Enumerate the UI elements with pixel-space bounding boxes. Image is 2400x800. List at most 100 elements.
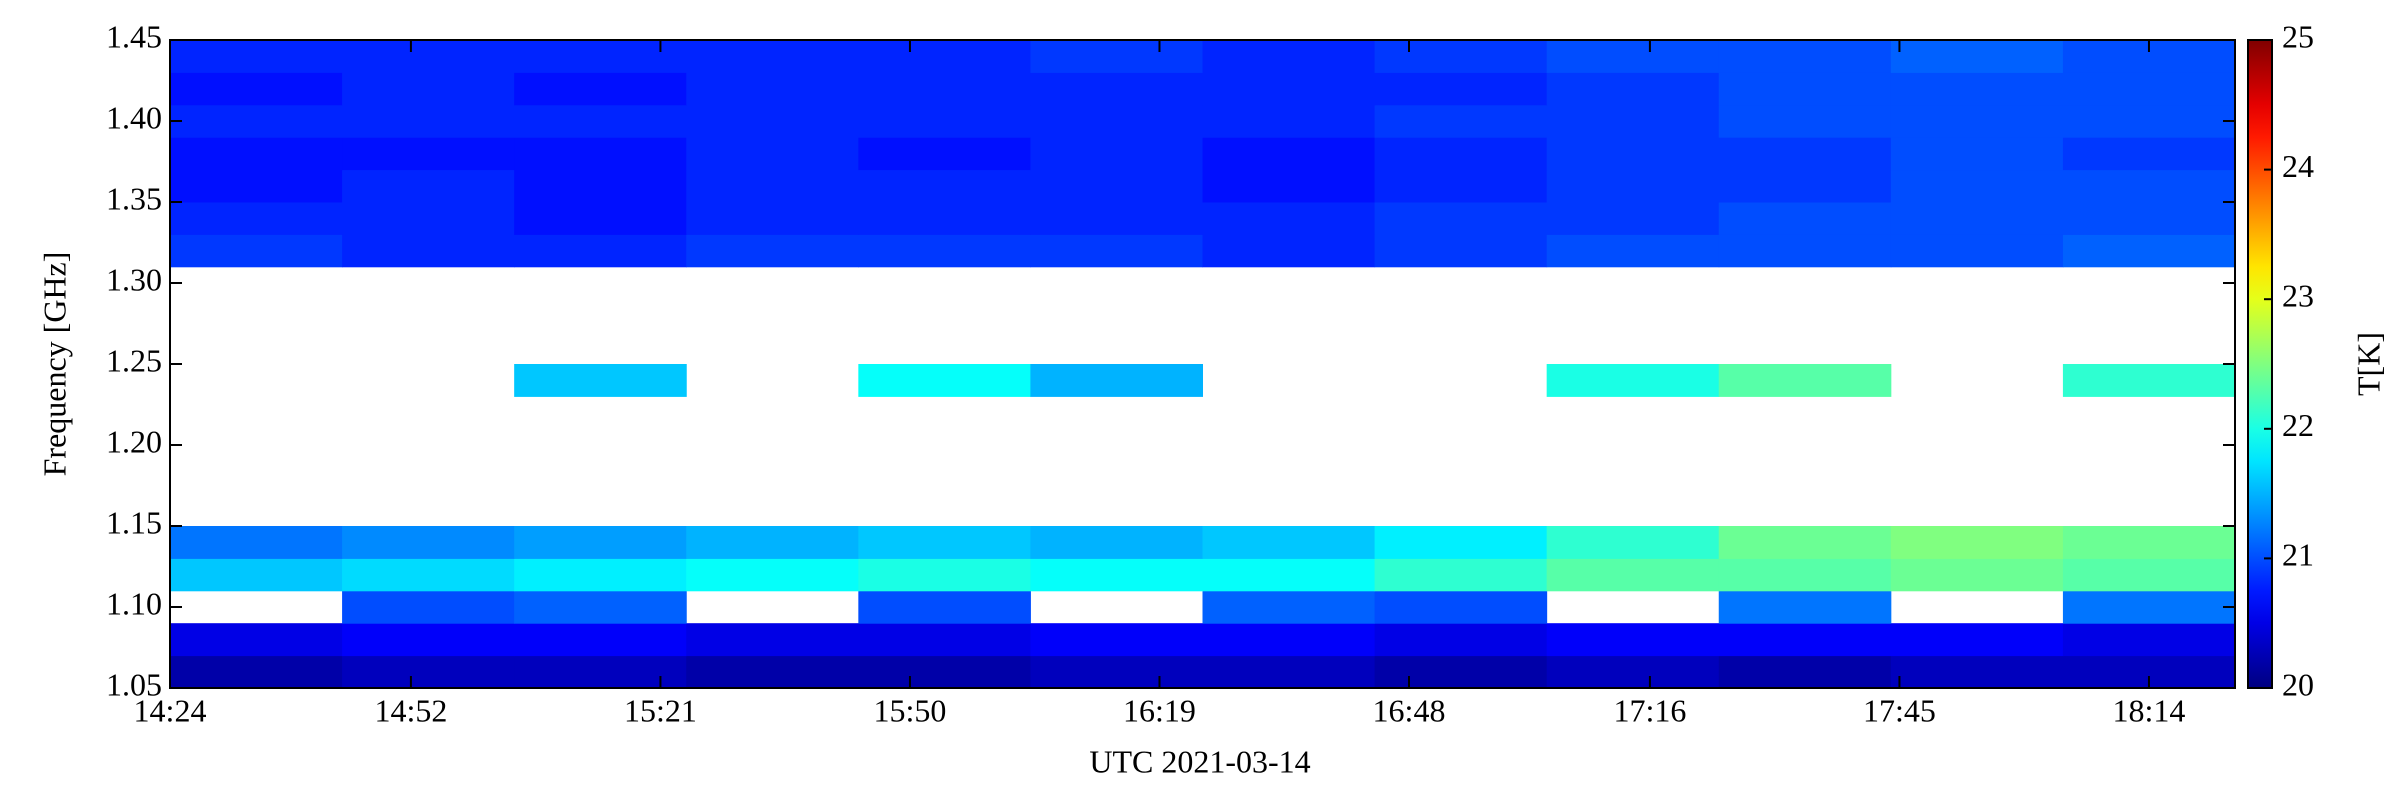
heatmap-cell [1374,202,1548,235]
y-tick-label: 1.45 [106,18,162,54]
heatmap-cell [342,104,515,138]
y-tick-label: 1.25 [106,342,162,378]
heatmap-cell [1718,526,1892,559]
heatmap-cell [686,169,859,203]
heatmap-cell [1030,40,1203,73]
heatmap-cell [1546,655,1720,689]
y-tick-label: 1.20 [106,423,162,459]
heatmap-cell [1546,234,1720,268]
heatmap-cell [514,169,687,203]
heatmap-cell [2062,526,2236,559]
y-tick-label: 1.15 [106,504,162,540]
heatmap-cell [1546,526,1720,559]
x-tick-label: 18:14 [2113,692,2186,728]
heatmap-cell [1890,234,2064,268]
heatmap-cell [342,526,515,559]
heatmap-cell [514,234,687,268]
heatmap-cell [2062,364,2236,397]
colorbar-label: T[K] [2350,332,2386,396]
heatmap-cell [1546,558,1720,592]
heatmap-cell [170,202,343,235]
colorbar-tick-label: 25 [2282,18,2314,54]
heatmap-cell [1374,590,1548,624]
heatmap-cell [686,526,859,559]
heatmap-cell [1030,655,1203,689]
heatmap-cell [514,623,687,657]
heatmap-cell [686,40,859,73]
heatmap-cell [858,655,1031,689]
heatmap-cell [342,72,515,106]
heatmap-cell [2062,234,2236,268]
heatmap-cell [686,104,859,138]
heatmap-cell [342,137,515,171]
heatmap-cell [2062,137,2236,171]
heatmap-cell [1374,137,1548,171]
heatmap-cell [1030,623,1203,657]
colorbar-tick-label: 24 [2282,148,2314,184]
heatmap-cell [1374,526,1548,559]
x-tick-label: 14:24 [134,692,207,728]
heatmap-cell [1374,40,1548,73]
heatmap-cell [1030,558,1203,592]
heatmap-cell [2062,72,2236,106]
colorbar [2247,39,2273,689]
heatmap-cell [858,234,1031,268]
heatmap-cell [1030,137,1203,171]
heatmap-cell [1202,590,1376,624]
heatmap-cell [170,558,343,592]
y-tick-label: 1.35 [106,180,162,216]
y-tick-label: 1.05 [106,666,162,702]
heatmap-cell [1202,234,1376,268]
heatmap-cell [342,169,515,203]
colorbar-tick-label: 20 [2282,666,2314,702]
heatmap-cell [1202,202,1376,235]
heatmap-cell [1202,137,1376,171]
heatmap-cell [170,40,343,73]
heatmap-cell [514,40,687,73]
heatmap-cell [1374,558,1548,592]
heatmap-cell [1546,623,1720,657]
heatmap-cell [342,234,515,268]
heatmap-cell [858,364,1031,397]
y-tick-label: 1.40 [106,99,162,135]
heatmap-cell [1718,655,1892,689]
heatmap-cell [514,558,687,592]
heatmap-cell [858,137,1031,171]
heatmap-cell [1718,590,1892,624]
heatmap-cell [2062,558,2236,592]
heatmap-cell [1718,104,1892,138]
heatmap-cell [1202,526,1376,559]
heatmap-cell [514,104,687,138]
heatmap-cell [858,202,1031,235]
heatmap-cell [514,526,687,559]
heatmap-cell [858,526,1031,559]
heatmap-cell [342,558,515,592]
heatmap-cell [170,137,343,171]
heatmap-cell [170,104,343,138]
heatmap-cell [686,137,859,171]
heatmap-cell [1030,72,1203,106]
colorbar-tick-label: 23 [2282,278,2314,314]
heatmap-cell [1890,202,2064,235]
x-tick-label: 16:48 [1373,692,1446,728]
colorbar-tick-label: 22 [2282,407,2314,443]
heatmap-cell [686,72,859,106]
heatmap-cell [1030,104,1203,138]
heatmap-cell [1890,137,2064,171]
heatmap-cell [170,655,343,689]
heatmap-cell [1718,169,1892,203]
heatmap-cell [858,623,1031,657]
heatmap-cell [1202,104,1376,138]
heatmap-cell [1030,364,1203,397]
heatmap-cell [2062,623,2236,657]
heatmap-cell [1202,169,1376,203]
heatmap-cell [1374,234,1548,268]
heatmap-cell [1374,169,1548,203]
heatmap-cell [2062,202,2236,235]
heatmap [170,40,2236,689]
heatmap-cell [1718,558,1892,592]
heatmap-cell [686,202,859,235]
heatmap-cell [1374,104,1548,138]
